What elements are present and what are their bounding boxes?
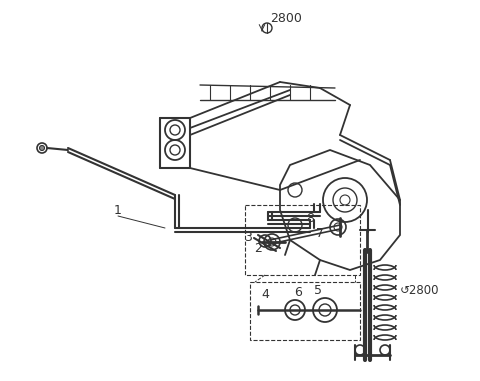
Text: 7: 7 [316, 226, 324, 240]
Text: 5: 5 [314, 283, 322, 296]
Text: 4: 4 [261, 288, 269, 301]
Text: 6: 6 [294, 285, 302, 298]
Text: 2: 2 [254, 242, 262, 255]
Text: 8: 8 [306, 211, 314, 224]
Text: 3: 3 [244, 231, 252, 243]
Text: 2800: 2800 [270, 11, 302, 24]
Circle shape [39, 146, 45, 150]
Text: 1: 1 [114, 203, 122, 216]
Text: ↺2800: ↺2800 [400, 283, 440, 296]
